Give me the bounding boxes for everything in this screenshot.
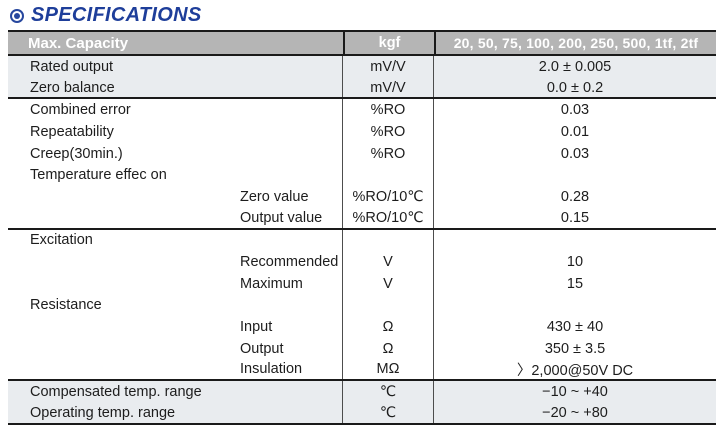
- row-value: 15: [566, 275, 584, 292]
- row-label: Recommended: [8, 251, 343, 273]
- section-title: SPECIFICATIONS: [10, 4, 202, 27]
- table-row: Resistance: [8, 294, 716, 317]
- row-value: −10 ~ +40: [542, 384, 608, 401]
- row-label: Output: [8, 337, 343, 360]
- bullseye-icon: [10, 8, 24, 23]
- table-row: Combined error %RO 0.03: [8, 99, 716, 122]
- row-label: Output value: [8, 207, 343, 228]
- row-label: Repeatability: [8, 121, 343, 143]
- row-unit: [343, 294, 434, 317]
- table-row: Input Ω 430 ± 40: [8, 316, 716, 338]
- row-label: Input: [8, 316, 343, 338]
- table-header-row: Max. Capacity kgf 20, 50, 75, 100, 200, …: [8, 30, 716, 56]
- row-unit: %RO: [343, 99, 434, 122]
- row-label: Temperature effec on: [8, 164, 343, 187]
- row-label: Operating temp. range: [8, 403, 343, 423]
- row-unit: %RO/10℃: [343, 207, 434, 228]
- table-row: Repeatability %RO 0.01: [8, 121, 716, 143]
- row-unit: %RO: [343, 142, 434, 165]
- row-value: 2.0 ± 0.005: [538, 58, 612, 75]
- row-value: 0.03: [560, 145, 590, 162]
- table-row: Output Ω 350 ± 3.5: [8, 337, 716, 360]
- row-value: 0.15: [560, 209, 590, 226]
- row-value: 0.01: [560, 123, 590, 140]
- row-value: 430 ± 40: [546, 319, 604, 336]
- row-label: Creep(30min.): [8, 142, 343, 165]
- row-unit: %RO: [343, 121, 434, 143]
- row-unit: MΩ: [343, 359, 434, 380]
- row-value: 0.0 ± 0.2: [546, 79, 604, 96]
- row-unit: mV/V: [343, 56, 434, 78]
- row-value: [434, 164, 716, 186]
- table-row: Zero balance mV/V 0.0 ± 0.2: [8, 77, 716, 100]
- row-value: 350 ± 3.5: [544, 340, 606, 357]
- row-unit: mV/V: [343, 77, 434, 98]
- row-unit: Ω: [343, 316, 434, 338]
- row-unit: V: [343, 251, 434, 273]
- header-unit: kgf: [343, 32, 434, 54]
- row-label: Excitation: [8, 229, 343, 252]
- row-label: Rated output: [8, 56, 343, 78]
- row-unit: V: [343, 272, 434, 295]
- table-row: Insulation MΩ 〉2,000@50V DC: [8, 359, 716, 382]
- row-label: Zero value: [8, 186, 343, 208]
- row-unit: [343, 229, 434, 252]
- table-row: Output value %RO/10℃ 0.15: [8, 207, 716, 230]
- table-row: Recommended V 10: [8, 251, 716, 273]
- table-row: Operating temp. range ℃ −20 ~ +80: [8, 403, 716, 425]
- table-row: Temperature effec on: [8, 164, 716, 187]
- table-row: Creep(30min.) %RO 0.03: [8, 142, 716, 165]
- row-label: Maximum: [8, 272, 343, 295]
- row-value: 10: [566, 254, 584, 271]
- row-value: [434, 295, 716, 317]
- row-value: 0.03: [560, 102, 590, 119]
- table-row: Compensated temp. range ℃ −10 ~ +40: [8, 381, 716, 403]
- row-label: Combined error: [8, 99, 343, 122]
- row-label: Zero balance: [8, 77, 343, 98]
- specifications-table: Max. Capacity kgf 20, 50, 75, 100, 200, …: [8, 30, 716, 425]
- row-unit: Ω: [343, 337, 434, 360]
- row-value: 〉2,000@50V DC: [516, 362, 634, 379]
- row-unit: %RO/10℃: [343, 186, 434, 208]
- table-row: Maximum V 15: [8, 272, 716, 295]
- table-body: Rated output mV/V 2.0 ± 0.005 Zero balan…: [8, 56, 716, 425]
- row-label: Resistance: [8, 294, 343, 317]
- row-value: 0.28: [560, 188, 590, 205]
- table-row: Rated output mV/V 2.0 ± 0.005: [8, 56, 716, 78]
- row-value: −20 ~ +80: [542, 404, 608, 421]
- row-value: [434, 230, 716, 252]
- row-unit: ℃: [343, 381, 434, 403]
- table-row: Zero value %RO/10℃ 0.28: [8, 186, 716, 208]
- header-capacity-values: 20, 50, 75, 100, 200, 250, 500, 1tf, 2tf: [434, 32, 716, 54]
- row-unit: [343, 164, 434, 187]
- row-label: Insulation: [8, 359, 343, 380]
- page-title: SPECIFICATIONS: [31, 4, 202, 26]
- row-unit: ℃: [343, 403, 434, 423]
- row-label: Compensated temp. range: [8, 381, 343, 403]
- table-row: Excitation: [8, 229, 716, 252]
- header-parameter: Max. Capacity: [28, 34, 129, 52]
